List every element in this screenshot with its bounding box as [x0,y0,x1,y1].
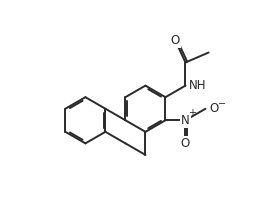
Text: +: + [188,108,196,118]
Text: O: O [181,137,190,150]
Text: O: O [171,35,180,47]
Text: N: N [181,114,190,127]
Text: O: O [209,102,219,115]
Text: NH: NH [189,79,207,92]
Text: −: − [218,99,227,109]
